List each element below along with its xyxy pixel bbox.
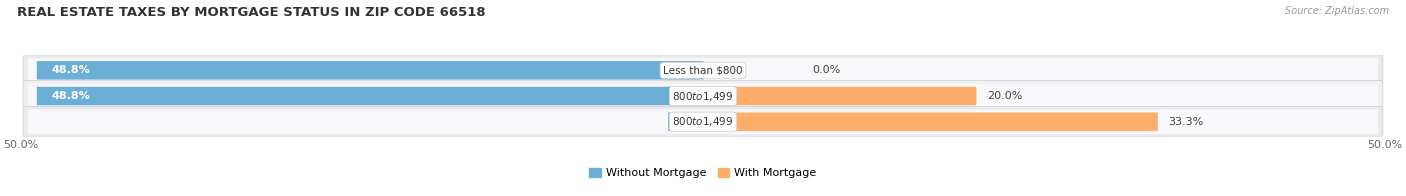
FancyBboxPatch shape: [22, 55, 1384, 86]
FancyBboxPatch shape: [703, 87, 976, 105]
FancyBboxPatch shape: [703, 113, 1157, 131]
Text: 33.3%: 33.3%: [1168, 117, 1204, 127]
FancyBboxPatch shape: [22, 81, 1384, 112]
FancyBboxPatch shape: [37, 61, 703, 80]
Text: 2.5%: 2.5%: [682, 117, 713, 127]
FancyBboxPatch shape: [37, 87, 703, 105]
Text: Less than $800: Less than $800: [664, 65, 742, 75]
Text: $800 to $1,499: $800 to $1,499: [672, 90, 734, 103]
FancyBboxPatch shape: [668, 113, 703, 131]
Text: 0.0%: 0.0%: [813, 65, 841, 75]
Text: 20.0%: 20.0%: [987, 91, 1022, 101]
Text: REAL ESTATE TAXES BY MORTGAGE STATUS IN ZIP CODE 66518: REAL ESTATE TAXES BY MORTGAGE STATUS IN …: [17, 6, 485, 19]
FancyBboxPatch shape: [28, 84, 1378, 108]
FancyBboxPatch shape: [28, 58, 1378, 83]
Text: $800 to $1,499: $800 to $1,499: [672, 115, 734, 128]
Text: 48.8%: 48.8%: [51, 65, 90, 75]
Text: Source: ZipAtlas.com: Source: ZipAtlas.com: [1285, 6, 1389, 16]
Legend: Without Mortgage, With Mortgage: Without Mortgage, With Mortgage: [585, 164, 821, 183]
Text: 48.8%: 48.8%: [51, 91, 90, 101]
FancyBboxPatch shape: [28, 109, 1378, 134]
FancyBboxPatch shape: [22, 106, 1384, 137]
